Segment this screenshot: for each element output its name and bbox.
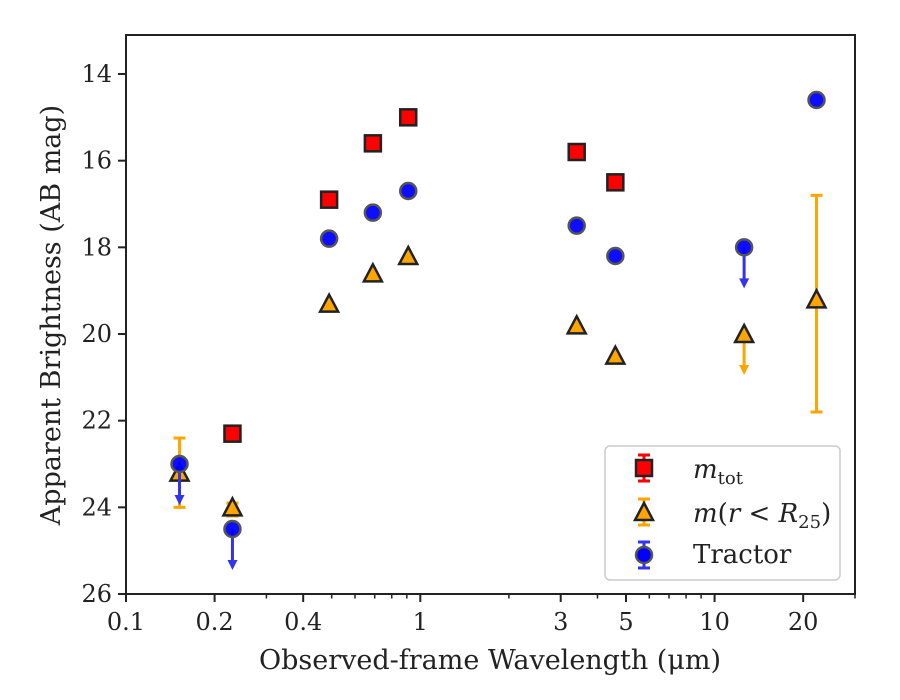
legend-box: [604, 445, 841, 581]
x-axis-title: Observed-frame Wavelength (μm): [259, 645, 721, 676]
x-tick-label-4: 3: [553, 608, 568, 636]
y-tick-label-3: 20: [81, 320, 112, 348]
series-1-point-8: [805, 287, 828, 309]
y-tick-label-4: 22: [81, 407, 112, 435]
series-2: [170, 90, 826, 570]
y-tick-label-6: 26: [81, 580, 112, 608]
x-tick-label-2: 0.4: [284, 608, 322, 636]
x-tick-label-3: 1: [413, 608, 428, 636]
legend: mtot m(r < R25) Tractor: [604, 445, 841, 581]
series-1-point-3: [361, 261, 384, 283]
series-2-point-4: [398, 181, 418, 201]
series-1: [168, 193, 828, 518]
series-2-point-1: [223, 519, 242, 539]
series-0-point-4: [567, 142, 586, 162]
series-2-point-3: [363, 203, 383, 222]
series-2-point-7-limit-arrow-head: [739, 278, 750, 289]
series-0-point-1: [319, 190, 339, 209]
tick-layer: 0.1 0.2 0.4 1 3 5 10 20 14 16 18 20 22 24 26: [81, 60, 856, 636]
series-2-point-2: [319, 229, 339, 248]
x-tick-label-6: 10: [699, 608, 730, 636]
series-2-point-8: [807, 90, 826, 110]
series-1-point-5: [565, 313, 588, 335]
series-0-point-2: [363, 134, 383, 153]
x-tick-label-5: 5: [618, 608, 633, 636]
legend-mtot-marker: [634, 458, 654, 478]
series-1-point-6: [604, 343, 627, 365]
series-0-point-5: [606, 173, 625, 192]
series-1-point-1: [221, 495, 244, 517]
data-layer: [168, 90, 828, 570]
series-2-point-0: [170, 454, 189, 474]
series-1-point-4: [397, 244, 420, 266]
legend-tractor-marker: [634, 545, 654, 565]
series-2-point-6: [606, 246, 625, 266]
y-tick-label-0: 14: [81, 60, 112, 88]
y-tick-label-2: 18: [81, 233, 112, 261]
legend-entry-mtot: mtot: [634, 453, 744, 489]
plot-frame: [125, 34, 856, 595]
series-1-point-7-limit-arrow-head: [739, 365, 750, 375]
series-2-point-5: [567, 216, 586, 235]
series-0-point-0: [223, 424, 242, 443]
legend-mr25-label: m(r < R25): [693, 499, 831, 533]
series-1-point-2: [318, 291, 341, 313]
series-2-point-1-limit-arrow-head: [227, 560, 238, 570]
legend-entry-tractor: Tractor: [634, 540, 792, 570]
series-2-point-0-limit-arrow-head: [174, 495, 185, 505]
y-tick-label-5: 24: [81, 493, 112, 521]
series-0-point-3: [398, 108, 418, 127]
legend-mtot-label: mtot: [693, 455, 744, 489]
series-0: [223, 108, 625, 443]
legend-mr25-marker: [632, 500, 656, 522]
x-tick-label-0: 0.1: [107, 608, 145, 636]
x-tick-label-1: 0.2: [196, 608, 234, 636]
series-1-point-7: [733, 322, 756, 344]
legend-entry-mr25: m(r < R25): [632, 497, 831, 533]
legend-tractor-label: Tractor: [693, 540, 792, 570]
y-axis-title: Apparent Brightness (AB mag): [36, 105, 67, 526]
series-2-point-7: [734, 238, 754, 257]
y-tick-label-1: 16: [81, 147, 112, 175]
x-tick-label-7: 20: [788, 608, 819, 636]
